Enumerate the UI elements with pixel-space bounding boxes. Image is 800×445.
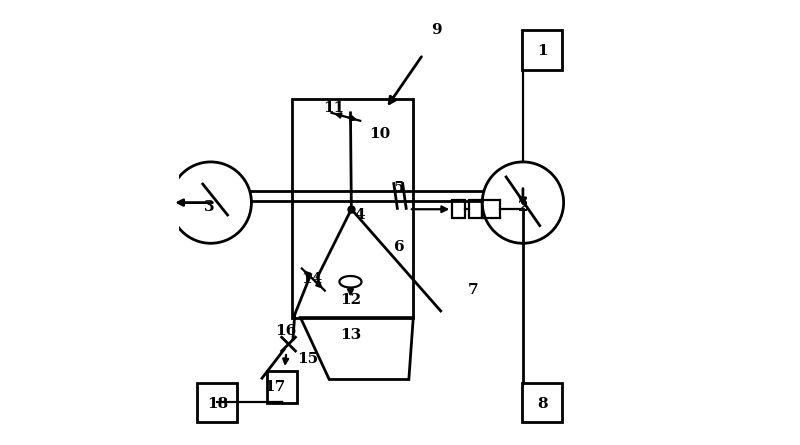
Text: 13: 13 <box>340 328 361 342</box>
Text: 18: 18 <box>206 397 228 411</box>
Text: 10: 10 <box>370 127 390 141</box>
Text: 15: 15 <box>298 352 318 366</box>
Text: 1: 1 <box>537 44 548 58</box>
Text: 2: 2 <box>518 200 528 214</box>
Text: 4: 4 <box>354 207 365 222</box>
Text: 3: 3 <box>204 200 214 214</box>
Text: 7: 7 <box>468 283 478 297</box>
Text: 9: 9 <box>431 23 442 37</box>
Text: 14: 14 <box>301 272 322 286</box>
Text: 8: 8 <box>537 397 548 411</box>
Text: 5: 5 <box>394 181 404 195</box>
Text: 11: 11 <box>323 101 344 115</box>
Text: 17: 17 <box>265 380 286 394</box>
Text: 6: 6 <box>394 240 405 254</box>
Text: 16: 16 <box>275 324 297 338</box>
Text: 12: 12 <box>340 293 361 307</box>
